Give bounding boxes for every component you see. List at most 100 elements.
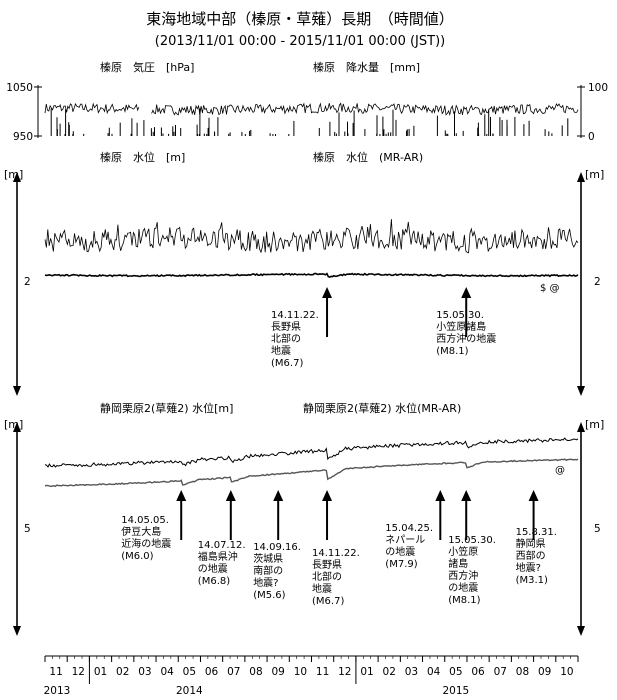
panel2-marker-text: $ @ xyxy=(540,283,560,294)
tick-label-950: 950 xyxy=(13,131,33,143)
event-arrow-head xyxy=(461,490,472,501)
event-label-line: 北部の xyxy=(271,332,301,345)
chart-title: 東海地域中部（榛原・草薙）長期 （時間値） xyxy=(146,10,454,28)
kurihara-water-label: 静岡栗原2(草薙2) 水位[m] xyxy=(100,401,233,415)
panel2-right-unit: [m] xyxy=(585,168,604,181)
event-label-line: (M6.7) xyxy=(271,358,303,369)
panel2-right-arrowhead-up xyxy=(577,172,585,182)
event-label-line: 西方沖 xyxy=(448,569,478,582)
x-tick-label: 06 xyxy=(205,666,219,678)
panel3-left-unit: [m] xyxy=(4,418,23,431)
x-tick-label: 09 xyxy=(272,666,285,678)
x-tick-label: 05 xyxy=(449,666,462,678)
event-label-line: 14.05.05. xyxy=(121,515,169,526)
event-label-line: 14.11.22. xyxy=(312,548,360,559)
event-label: 15.05.30.小笠原諸島西方沖の地震(M8.1) xyxy=(448,535,496,606)
panel3-right-unit: [m] xyxy=(585,418,604,431)
chart-subtitle: (2013/11/01 00:00 - 2015/11/01 00:00 (JS… xyxy=(155,34,445,49)
event-label-line: 15.05.30. xyxy=(436,310,484,321)
panel3-left-arrowhead-down xyxy=(13,626,21,636)
tick-label-0: 0 xyxy=(588,131,595,143)
x-year-label: 2015 xyxy=(442,685,469,697)
haibara-water-label: 榛原 水位 [m] xyxy=(100,150,185,164)
panel2-left-tick-2: 2 xyxy=(24,276,31,288)
x-tick-label: 07 xyxy=(227,666,240,678)
event-label-line: 14.09.16. xyxy=(253,542,301,553)
panel3-right-tick-5: 5 xyxy=(594,523,601,535)
event-label-line: 西部の xyxy=(516,549,546,562)
event-label-line: 静岡県 xyxy=(516,537,546,550)
event-label-line: 地震? xyxy=(516,561,541,574)
event-label-line: ネパール xyxy=(385,534,425,546)
event-label-line: (M8.1) xyxy=(436,346,468,357)
event-label-line: (M6.0) xyxy=(121,551,153,562)
event-label-line: の地震 xyxy=(198,562,228,575)
x-tick-label: 03 xyxy=(405,666,418,678)
event-label-line: 長野県 xyxy=(312,559,342,571)
x-tick-label: 09 xyxy=(538,666,551,678)
event-label-line: の地震 xyxy=(448,581,478,594)
event-arrow-head xyxy=(322,287,333,298)
panel2-left-arrowhead-up xyxy=(13,172,21,182)
x-tick-label: 07 xyxy=(494,666,507,678)
x-tick-label: 08 xyxy=(516,666,529,678)
x-year-label: 2014 xyxy=(176,685,203,697)
x-tick-label: 06 xyxy=(471,666,485,678)
kurihara-event-annotations: 14.05.05.伊豆大島近海の地震(M6.0) 14.07.12.福島県沖の地震… xyxy=(121,490,557,607)
haibara-mrar-label: 榛原 水位 (MR-AR) xyxy=(313,150,423,164)
event-label-line: の地震 xyxy=(385,545,415,558)
panel-pressure-precip: 榛原 気圧 [hPa] 榛原 降水量 [mm] 1050 950 100 0 xyxy=(6,60,608,143)
haibara-water-level-line xyxy=(44,219,579,254)
event-label-line: 伊豆大島 xyxy=(121,525,161,538)
precip-label: 榛原 降水量 [mm] xyxy=(313,60,420,74)
event-label-line: (M5.6) xyxy=(253,590,285,601)
event-label: 15.05.30.小笠原諸島西方沖の地震(M8.1) xyxy=(436,310,496,357)
panel2-left-arrowhead-down xyxy=(13,386,21,396)
x-tick-label: 02 xyxy=(383,666,396,678)
event-label: 14.05.05.伊豆大島近海の地震(M6.0) xyxy=(121,515,171,562)
event-arrow-head xyxy=(435,490,446,501)
event-label-line: 15.04.25. xyxy=(385,523,433,534)
x-tick-label: 08 xyxy=(249,666,262,678)
event-arrow-head xyxy=(528,490,539,501)
event-label-line: 小笠原 xyxy=(448,545,478,558)
event-arrow-head xyxy=(225,490,236,501)
x-tick-label: 04 xyxy=(427,666,441,678)
event-arrow-head xyxy=(273,490,284,501)
x-tick-label: 01 xyxy=(360,666,373,678)
tick-label-1050: 1050 xyxy=(6,82,33,94)
kurihara-water-level-line xyxy=(44,437,579,468)
panel2-right-tick-2: 2 xyxy=(594,276,601,288)
panel3-right-arrowhead-down xyxy=(577,626,585,636)
event-label: 14.11.22.長野県北部の地震(M6.7) xyxy=(271,310,319,369)
haibara-mrar-line xyxy=(44,272,579,278)
x-tick-label: 11 xyxy=(316,666,329,678)
event-label-line: 長野県 xyxy=(271,321,301,333)
haibara-event-annotations: 14.11.22.長野県北部の地震(M6.7) 15.05.30.小笠原諸島西方沖… xyxy=(271,287,496,369)
x-tick-label: 02 xyxy=(116,666,129,678)
event-label-line: (M6.7) xyxy=(312,596,344,607)
event-label-line: 諸島 xyxy=(448,557,468,570)
event-label-line: 15.05.30. xyxy=(448,535,496,546)
event-label-line: 14.11.22. xyxy=(271,310,319,321)
event-label-line: (M7.9) xyxy=(385,559,417,570)
pressure-label: 榛原 気圧 [hPa] xyxy=(100,60,194,74)
event-label-line: (M8.1) xyxy=(448,595,480,606)
panel3-marker-text: @ xyxy=(555,465,565,476)
event-label-line: 北部の xyxy=(312,570,342,583)
event-label-line: 地震 xyxy=(271,344,291,357)
panel2-left-unit: [m] xyxy=(4,168,23,181)
x-tick-label: 12 xyxy=(72,666,85,678)
event-label-line: 地震 xyxy=(312,582,332,595)
event-arrow-head xyxy=(322,490,333,501)
x-tick-label: 11 xyxy=(49,666,62,678)
x-tick-label: 10 xyxy=(294,666,307,678)
event-label: 14.07.12.福島県沖の地震(M6.8) xyxy=(198,540,246,587)
x-tick-label: 01 xyxy=(94,666,107,678)
event-label: 15.8.31.静岡県西部の地震? (M3.1) xyxy=(516,527,557,586)
x-axis: 11 12 01 02 03 04 05 06 07 08 09 10 11 12 01 02 03 04 05 06… xyxy=(44,655,579,697)
event-label-line: 西方沖の地震 xyxy=(436,332,496,345)
x-tick-label: 12 xyxy=(338,666,351,678)
panel3-left-tick-5: 5 xyxy=(24,523,31,535)
event-label: 15.04.25.ネパールの地震(M7.9) xyxy=(385,523,433,570)
